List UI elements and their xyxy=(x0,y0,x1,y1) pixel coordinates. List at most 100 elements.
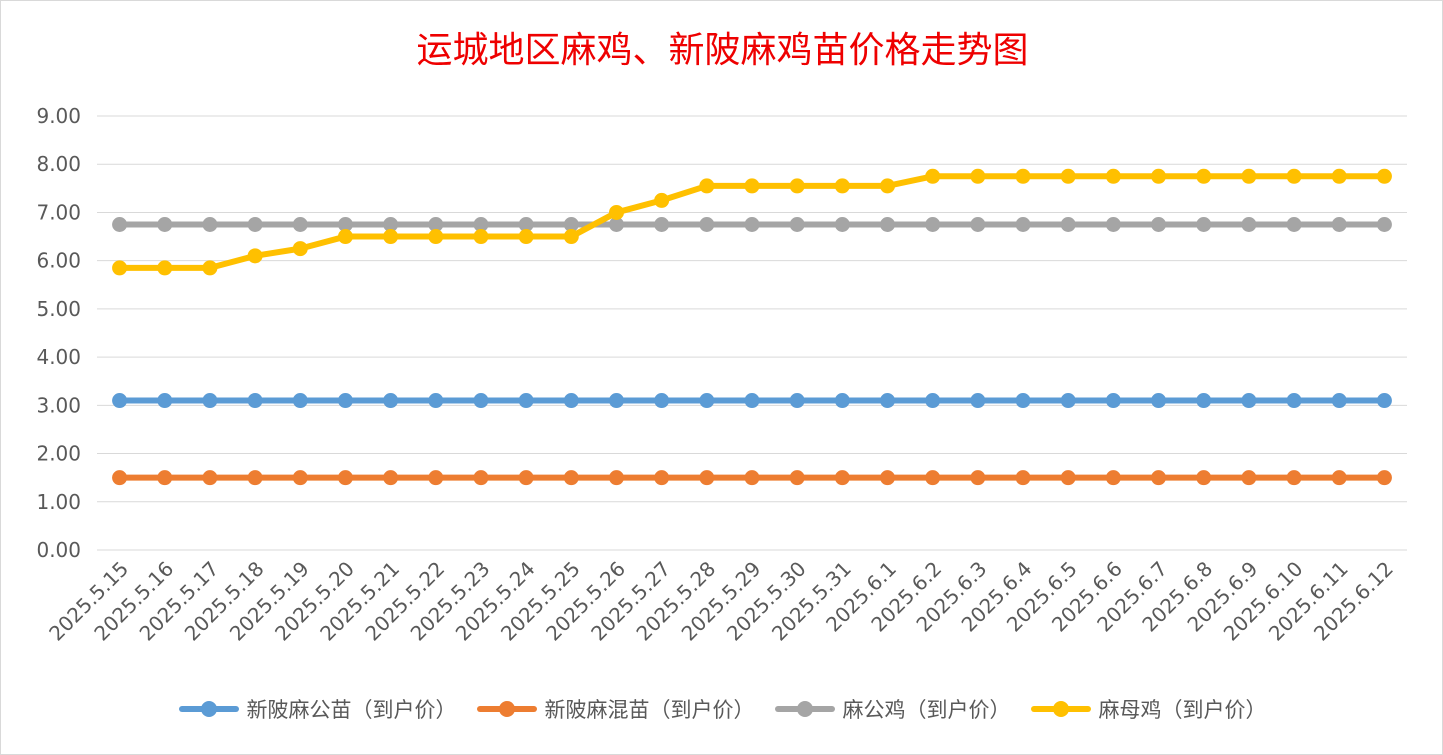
data-point xyxy=(247,393,263,409)
data-point xyxy=(1331,168,1347,184)
data-point xyxy=(1060,393,1076,409)
data-point xyxy=(789,217,805,232)
line-chart: 0.00 1.00 2.00 3.00 4.00 5.00 6.00 7.00 8.00 9.00… xyxy=(36,104,1407,646)
data-point xyxy=(834,178,850,194)
data-point xyxy=(880,470,896,486)
legend-swatch xyxy=(476,701,537,717)
data-point xyxy=(699,470,715,486)
legend-swatch xyxy=(178,701,239,717)
data-point xyxy=(112,217,128,232)
series-group xyxy=(112,393,1392,409)
data-point xyxy=(1060,217,1076,232)
data-point xyxy=(1376,168,1392,184)
data-point xyxy=(880,178,896,194)
y-tick-label: 7.00 xyxy=(36,200,81,224)
y-tick-label: 3.00 xyxy=(36,393,81,417)
data-point xyxy=(925,470,941,486)
data-point xyxy=(157,470,173,486)
data-point xyxy=(383,393,399,409)
data-point xyxy=(292,393,308,409)
data-point xyxy=(202,260,218,276)
data-point xyxy=(925,168,941,184)
data-point xyxy=(834,393,850,409)
series-group xyxy=(112,470,1392,486)
data-point xyxy=(1196,393,1212,409)
data-point xyxy=(202,470,218,486)
legend-label: 新陂麻混苗（到户价） xyxy=(544,698,755,722)
data-point xyxy=(518,217,534,232)
y-tick-label: 6.00 xyxy=(36,249,81,273)
data-point xyxy=(563,393,579,409)
data-point xyxy=(473,393,489,409)
data-point xyxy=(247,217,263,232)
data-point xyxy=(292,241,308,257)
data-point xyxy=(337,393,353,409)
data-point xyxy=(1241,470,1257,486)
data-point xyxy=(383,217,399,232)
y-tick-label: 5.00 xyxy=(36,297,81,321)
data-point xyxy=(789,393,805,409)
data-point xyxy=(654,217,670,232)
data-point xyxy=(608,217,624,232)
data-point xyxy=(383,470,399,486)
y-tick-label: 2.00 xyxy=(36,442,81,466)
data-point xyxy=(337,217,353,232)
chart-title: 运城地区麻鸡、新陂麻鸡苗价格走势图 xyxy=(416,30,1029,71)
data-point xyxy=(1331,393,1347,409)
data-point xyxy=(1151,470,1167,486)
data-point xyxy=(744,470,760,486)
data-point xyxy=(292,217,308,232)
data-point xyxy=(157,393,173,409)
data-point xyxy=(292,470,308,486)
data-point xyxy=(880,217,896,232)
y-tick-label: 9.00 xyxy=(36,104,81,128)
data-point xyxy=(1331,470,1347,486)
legend-item: 麻公鸡（到户价） xyxy=(774,694,1011,724)
data-point xyxy=(1241,168,1257,184)
data-point xyxy=(247,470,263,486)
data-point xyxy=(247,248,263,264)
data-point xyxy=(1286,217,1302,232)
data-point xyxy=(699,178,715,194)
data-point xyxy=(1241,217,1257,232)
data-point xyxy=(563,470,579,486)
data-point xyxy=(383,229,399,245)
legend-item: 新陂麻混苗（到户价） xyxy=(476,694,755,724)
data-point xyxy=(518,229,534,245)
data-point xyxy=(1105,470,1121,486)
data-point xyxy=(473,217,489,232)
series-group xyxy=(112,217,1392,232)
gridlines xyxy=(97,115,1407,551)
data-point xyxy=(157,217,173,232)
series-lines xyxy=(112,168,1392,486)
legend-label: 麻母鸡（到户价） xyxy=(1098,698,1267,722)
data-point xyxy=(1241,393,1257,409)
data-point xyxy=(834,470,850,486)
data-point xyxy=(880,393,896,409)
data-point xyxy=(744,178,760,194)
legend-swatch xyxy=(774,701,835,717)
legend-item: 新陂麻公苗（到户价） xyxy=(178,694,457,724)
data-point xyxy=(428,217,444,232)
data-point xyxy=(1196,470,1212,486)
x-axis-tick-labels: 2025.5.152025.5.162025.5.172025.5.182025… xyxy=(44,557,1398,646)
y-tick-label: 8.00 xyxy=(36,152,81,176)
data-point xyxy=(834,217,850,232)
legend-swatch xyxy=(1030,701,1091,717)
data-point xyxy=(654,192,670,208)
series-group xyxy=(112,168,1392,276)
data-point xyxy=(789,178,805,194)
data-point xyxy=(1376,393,1392,409)
data-point xyxy=(428,470,444,486)
data-point xyxy=(1015,168,1031,184)
y-tick-label: 4.00 xyxy=(36,345,81,369)
data-point xyxy=(202,217,218,232)
data-point xyxy=(1105,217,1121,232)
data-point xyxy=(699,393,715,409)
data-point xyxy=(473,470,489,486)
data-point xyxy=(1151,393,1167,409)
data-point xyxy=(608,470,624,486)
data-point xyxy=(1151,168,1167,184)
data-point xyxy=(970,470,986,486)
